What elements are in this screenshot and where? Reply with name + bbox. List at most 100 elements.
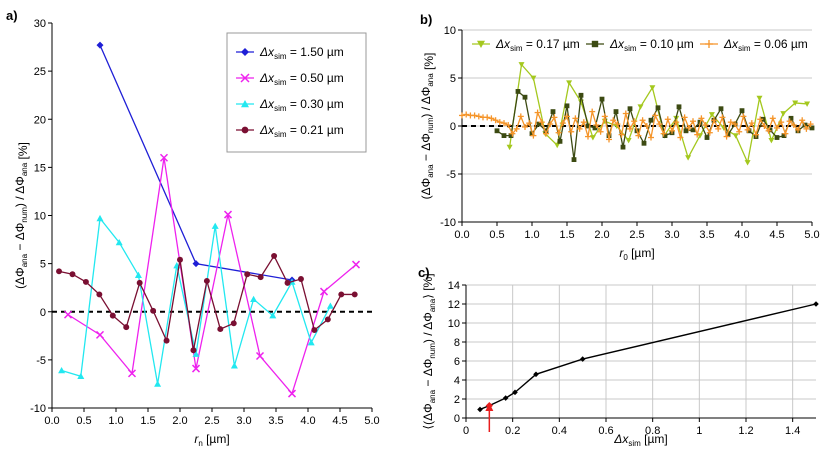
data-point (536, 121, 542, 127)
data-point (297, 276, 304, 282)
x-tick-label: 1.0 (108, 415, 123, 427)
series-1 (477, 301, 819, 413)
data-point (685, 155, 692, 161)
data-point (568, 128, 575, 135)
data-point (639, 117, 646, 124)
x-label-symbol: r (619, 246, 624, 260)
x-tick-label: 4.0 (734, 229, 749, 241)
y-label-close: ⟩ (421, 294, 435, 299)
legend-label: Δxsim = 1.50 µm (259, 45, 344, 61)
data-point (677, 134, 684, 141)
x-tick-label: 1.5 (559, 229, 574, 241)
data-point (736, 128, 743, 135)
data-point (134, 271, 142, 278)
data-point (774, 135, 780, 140)
x-label-sub: n (198, 439, 202, 448)
y-label-sub-2: num (426, 117, 435, 133)
y-label-sub-1: ana (20, 253, 29, 267)
data-point (484, 114, 491, 121)
data-point (95, 330, 105, 339)
y-label-sub-2: num (428, 343, 437, 359)
y-tick-label: 2 (454, 394, 460, 406)
data-point (513, 125, 520, 132)
data-point (649, 85, 656, 91)
y-tick-label: 10 (448, 318, 460, 330)
data-point (564, 103, 570, 109)
data-point (244, 271, 251, 278)
data-point-stroke-2 (255, 351, 265, 361)
data-point (732, 133, 739, 139)
data-point (781, 133, 787, 138)
data-point (732, 121, 738, 128)
data-point (508, 133, 514, 138)
data-point (351, 291, 358, 298)
x-tick-label: 1.5 (140, 415, 155, 427)
panel-a: -10 -5 0 5 10 15 20 25 30 0.0 0.5 1.0 1.5 2.0 2.5 3.0 3.… (6, 8, 380, 448)
series-3 (58, 214, 334, 387)
y-tick-label: 0 (450, 121, 456, 133)
data-point (69, 271, 76, 278)
legend-symbol: Δx (723, 37, 739, 51)
x-tick-label: 0.0 (454, 229, 469, 241)
series-line (67, 157, 357, 395)
legend-value: = 1.50 µm (287, 45, 344, 59)
data-point (669, 127, 675, 134)
data-point (715, 125, 722, 132)
data-point (740, 113, 747, 120)
data-point (311, 327, 318, 334)
data-point (610, 117, 617, 124)
legend-label: Δxsim = 0.30 µm (259, 97, 344, 113)
data-point (795, 126, 801, 133)
y-tick-label: 0 (40, 307, 46, 319)
data-point (725, 132, 731, 138)
x-tick-label: 4.0 (300, 415, 315, 427)
data-point (530, 132, 537, 139)
data-point (585, 123, 591, 129)
data-point (271, 252, 278, 259)
data-point (517, 113, 524, 120)
data-point (782, 130, 789, 137)
y-tick-label: 14 (448, 280, 460, 292)
data-point (324, 316, 331, 323)
legend-sub: sim (274, 130, 287, 139)
data-point (627, 106, 633, 112)
data-point (579, 356, 586, 362)
x-tick-label: 2.5 (629, 229, 644, 241)
data-point (529, 131, 535, 137)
data-point (606, 136, 612, 143)
legend-marker (241, 48, 249, 56)
legend-sub: sim (274, 78, 287, 87)
data-point (593, 122, 600, 129)
data-point (576, 125, 583, 132)
series-2 (63, 153, 361, 398)
y-label-sub-3: ana (428, 298, 437, 312)
data-point (744, 126, 751, 133)
y-tick-label: -10 (440, 217, 456, 229)
legend-marker (241, 100, 249, 108)
y-label-expr: ⟨(ΔΦ (421, 403, 435, 429)
x-tick-label: 4.5 (332, 415, 347, 427)
y-label-sub-3: ana (20, 162, 29, 176)
x-tick-label: 3.0 (664, 229, 679, 241)
data-point (767, 127, 773, 133)
data-point (786, 118, 793, 125)
y-tick-label: 10 (34, 211, 46, 223)
data-point (718, 106, 724, 112)
x-axis-label: rn [µm] (194, 432, 229, 448)
data-point (307, 339, 315, 346)
x-tick-label: 4.5 (769, 229, 784, 241)
data-point (159, 153, 169, 162)
data-point (506, 144, 513, 151)
x-label-symbol: r (194, 432, 199, 446)
data-point (641, 140, 647, 146)
x-label-unit: [µm] (628, 246, 655, 260)
series-line (461, 110, 812, 140)
y-tick-label: 25 (34, 66, 46, 78)
data-point-stroke-2 (319, 287, 329, 296)
data-point (655, 105, 661, 111)
legend-box (470, 33, 806, 53)
x-label-sub: sim (628, 439, 641, 448)
data-point (127, 369, 137, 378)
data-point (572, 115, 579, 122)
